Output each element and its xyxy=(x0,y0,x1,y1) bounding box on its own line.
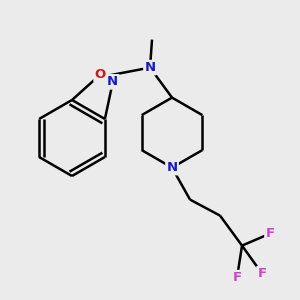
Text: F: F xyxy=(266,227,274,240)
Text: F: F xyxy=(257,267,267,280)
Text: O: O xyxy=(94,68,106,81)
Text: F: F xyxy=(232,271,242,284)
Text: N: N xyxy=(167,161,178,174)
Text: N: N xyxy=(107,75,118,88)
Text: N: N xyxy=(145,61,156,74)
